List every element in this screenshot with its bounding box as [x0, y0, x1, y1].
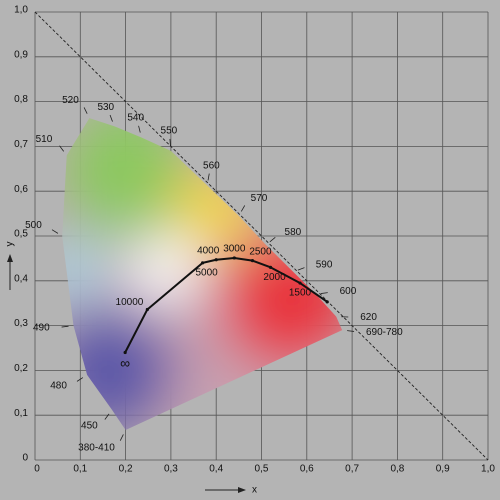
planck-point	[298, 281, 302, 285]
wavelength-label: 540	[127, 113, 144, 124]
wavelength-label: 600	[340, 286, 357, 297]
wavelength-label: 560	[203, 160, 220, 171]
wavelength-tick	[51, 229, 59, 234]
y-tick-label: 0	[22, 453, 28, 464]
planck-point	[214, 258, 218, 262]
y-tick-label: 0,4	[14, 273, 28, 284]
wavelength-tick	[83, 107, 88, 114]
wavelength-label: 520	[62, 95, 79, 106]
wavelength-label: 450	[81, 421, 98, 432]
y-tick-label: 0,9	[14, 49, 28, 60]
y-tick-label: 1,0	[14, 5, 28, 16]
y-tick-label: 0,6	[14, 184, 28, 195]
wavelength-label: 500	[25, 220, 42, 231]
x-tick-label: 0,4	[209, 464, 223, 475]
temperature-label: 1500	[289, 288, 312, 299]
wavelength-tick	[240, 205, 246, 212]
wavelength-tick	[207, 173, 210, 181]
wavelength-label: 620	[360, 312, 377, 323]
wavelength-tick	[119, 434, 124, 441]
y-tick-label: 0,1	[14, 408, 28, 419]
wavelength-label: 530	[97, 102, 114, 113]
x-tick-label: 0	[34, 464, 40, 475]
wavelength-label: 580	[285, 227, 302, 238]
x-axis-title: x	[252, 485, 257, 496]
planck-point	[325, 300, 329, 304]
y-tick-label: 0,8	[14, 94, 28, 105]
y-tick-label: 0,7	[14, 139, 28, 150]
temperature-label: 4000	[197, 245, 220, 256]
temperature-label: 5000	[195, 268, 218, 279]
planck-point	[250, 259, 255, 263]
temperature-label: 2000	[263, 272, 286, 283]
x-tick-label: 0,7	[345, 464, 359, 475]
planck-point	[201, 261, 205, 265]
wavelength-label: 510	[36, 134, 53, 145]
wavelength-tick	[297, 267, 305, 271]
temperature-label: 3000	[223, 244, 246, 255]
planck-point	[232, 256, 236, 260]
x-tick-label: 0,9	[436, 464, 450, 475]
wavelength-tick	[59, 145, 65, 152]
planck-point	[145, 307, 149, 312]
wavelength-tick	[61, 325, 69, 328]
wavelength-tick	[169, 138, 171, 146]
x-tick-label: 0,3	[164, 464, 178, 475]
wavelength-tick	[269, 237, 276, 243]
y-tick-label: 0,2	[14, 363, 28, 374]
planck-point	[123, 350, 127, 355]
temperature-label: 10000	[116, 297, 144, 308]
wavelength-tick	[138, 125, 141, 133]
x-tick-label: 0,6	[300, 464, 314, 475]
wavelength-tick	[104, 413, 110, 420]
x-tick-label: 0,5	[255, 464, 269, 475]
wavelength-tick	[320, 292, 328, 294]
planck-point	[268, 265, 273, 269]
y-tick-label: 0,3	[14, 318, 28, 329]
wavelength-label: 570	[251, 193, 268, 204]
wavelength-label: 590	[316, 260, 333, 271]
wavelength-label: 690-780	[366, 327, 403, 338]
wavelength-tick	[109, 114, 113, 122]
x-tick-label: 0,2	[119, 464, 133, 475]
wavelength-label: 490	[33, 323, 50, 334]
y-axis-title: y	[5, 242, 16, 247]
x-tick-label: 0,8	[390, 464, 404, 475]
temperature-label: ∞	[120, 355, 130, 371]
diagonal	[34, 11, 489, 461]
wavelength-label: 480	[50, 380, 67, 391]
wavelength-label: 380-410	[78, 443, 115, 454]
wavelength-label: 550	[161, 126, 178, 137]
wavelength-tick	[347, 330, 355, 332]
temperature-label: 2500	[249, 246, 272, 257]
x-tick-label: 1,0	[481, 464, 495, 475]
y-tick-label: 0,5	[14, 229, 28, 240]
x-tick-label: 0,1	[73, 464, 87, 475]
wavelength-tick	[76, 377, 84, 382]
